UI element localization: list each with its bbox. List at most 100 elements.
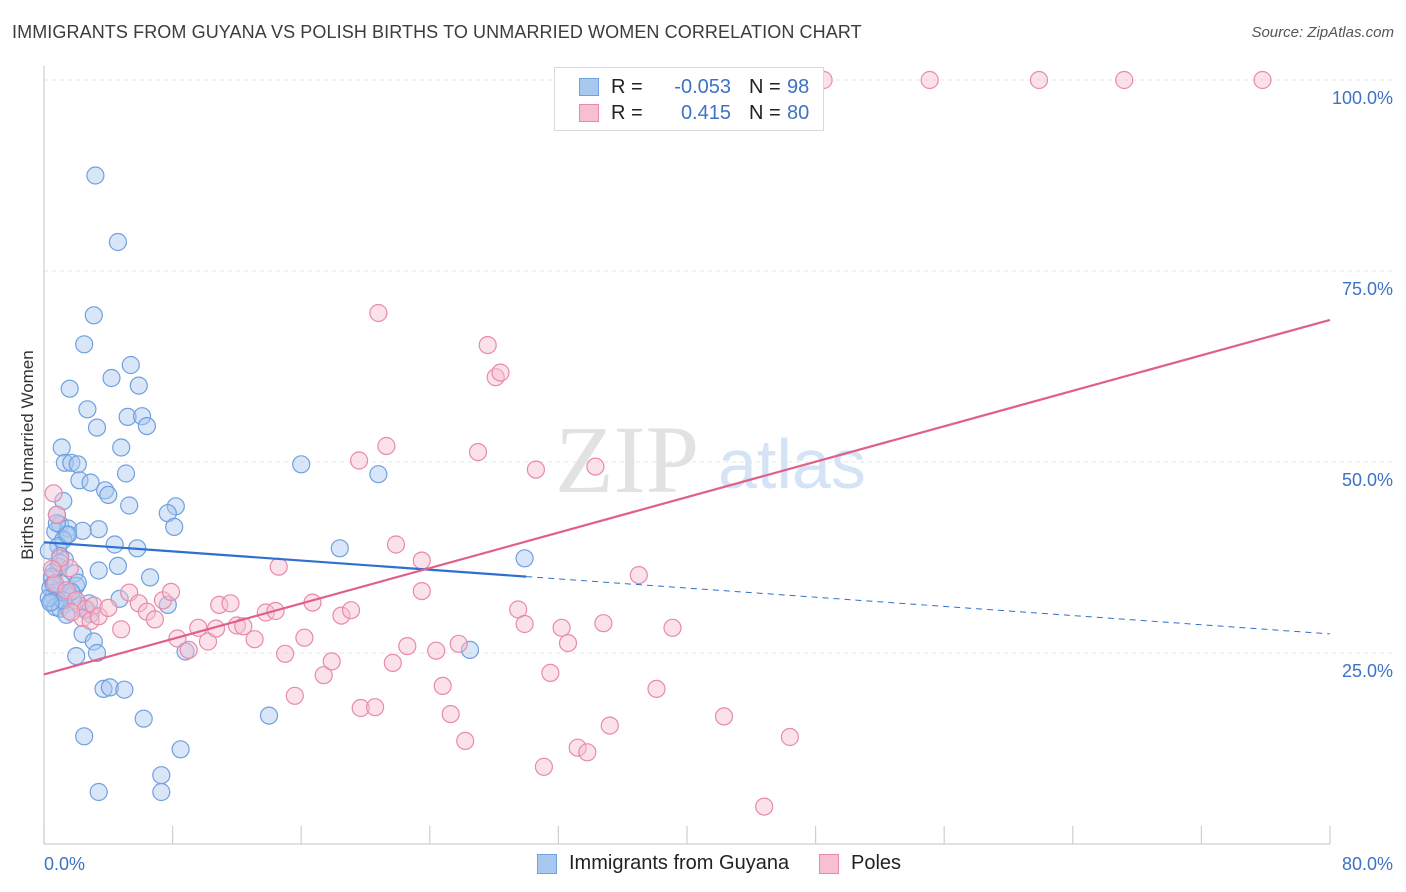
data-point	[377, 436, 396, 456]
data-point	[515, 614, 534, 634]
data-point	[89, 782, 108, 802]
data-points	[39, 70, 1272, 816]
trend-line-guyana	[43, 541, 527, 578]
data-point	[108, 556, 128, 576]
data-point	[145, 610, 164, 629]
data-point	[398, 636, 417, 656]
data-point	[341, 601, 361, 620]
data-point	[491, 363, 510, 382]
data-point	[210, 595, 229, 615]
data-point	[89, 520, 108, 539]
legend-swatch-poles	[579, 104, 599, 122]
correlation-legend: R = -0.053 N = 98 R = 0.415 N = 80	[554, 67, 824, 131]
legend-n-value: 98	[787, 75, 810, 98]
data-point	[75, 727, 94, 746]
data-point	[112, 438, 131, 457]
legend-n-value: 80	[787, 101, 810, 124]
source-credit: Source: ZipAtlas.com	[1251, 24, 1394, 41]
data-point	[99, 598, 118, 618]
data-point	[515, 549, 534, 568]
data-point	[105, 535, 124, 554]
legend-swatch-guyana	[537, 853, 557, 874]
data-point	[84, 596, 103, 615]
data-point	[137, 417, 156, 436]
data-point	[86, 166, 105, 185]
series-legend: Immigrants from Guyana Poles	[0, 852, 1406, 878]
data-point	[269, 557, 288, 576]
data-point	[456, 731, 475, 751]
data-point	[594, 614, 613, 633]
legend-label-poles: Poles	[851, 852, 902, 874]
data-point	[647, 679, 666, 699]
data-point	[70, 471, 89, 490]
legend-item-poles[interactable]: Poles	[819, 852, 901, 875]
y-tick-label: 50.0%	[1342, 470, 1393, 490]
legend-swatch-guyana	[579, 78, 599, 96]
legend-item-guyana[interactable]: Immigrants from Guyana	[537, 852, 789, 875]
legend-r-label: R =	[611, 101, 643, 124]
data-point	[84, 306, 103, 325]
data-point	[276, 644, 295, 663]
watermark-zip: ZIP	[555, 406, 699, 513]
data-point	[47, 505, 67, 524]
data-point	[330, 539, 349, 558]
data-point	[78, 400, 97, 419]
data-point	[332, 606, 351, 625]
data-point	[714, 707, 734, 726]
data-point	[600, 716, 619, 735]
data-point	[81, 473, 100, 492]
data-point	[89, 561, 108, 580]
data-point	[87, 418, 107, 437]
chart-title: IMMIGRANTS FROM GUYANA VS POLISH BIRTHS …	[12, 22, 862, 42]
legend-row-guyana: R = -0.053 N = 98	[579, 74, 809, 100]
data-point	[94, 679, 113, 699]
data-point	[57, 581, 76, 600]
data-point	[52, 438, 71, 457]
data-point	[468, 443, 488, 462]
data-point	[386, 535, 406, 554]
data-point	[42, 559, 62, 579]
data-point	[586, 457, 605, 476]
data-point	[60, 379, 79, 398]
data-point	[295, 628, 314, 647]
legend-r-value: 0.415	[680, 101, 731, 124]
trend-line-poles	[43, 318, 1331, 676]
data-point	[292, 455, 311, 474]
axes	[43, 66, 1331, 845]
data-point	[134, 709, 153, 728]
data-point	[141, 568, 160, 587]
data-point	[87, 643, 107, 663]
data-point	[383, 653, 402, 673]
data-point	[100, 678, 120, 697]
data-point	[350, 451, 369, 470]
data-point	[259, 706, 279, 725]
data-point	[67, 646, 86, 666]
x-tick-label: 80.0%	[1342, 854, 1393, 874]
axis-labels: 25.0% 50.0% 75.0% 100.0% 0.0% 80.0%	[44, 88, 1393, 874]
x-tick-label: 0.0%	[44, 854, 85, 874]
trend-line-extension-guyana	[526, 576, 1331, 635]
data-point	[68, 455, 87, 474]
data-point	[41, 593, 60, 612]
data-point	[920, 70, 939, 90]
data-point	[433, 676, 452, 696]
data-point	[75, 335, 94, 354]
data-point	[478, 336, 497, 355]
data-point	[44, 484, 63, 503]
data-point	[412, 551, 431, 570]
y-tick-label: 25.0%	[1342, 661, 1393, 681]
data-point	[369, 303, 388, 323]
data-point	[179, 640, 198, 660]
legend-r-label: R =	[611, 75, 643, 98]
data-point	[99, 485, 118, 504]
watermark-atlas: atlas	[718, 425, 866, 503]
legend-row-poles: R = 0.415 N = 80	[579, 100, 809, 126]
data-point	[84, 632, 103, 651]
y-tick-label: 75.0%	[1342, 279, 1393, 299]
data-point	[176, 642, 195, 661]
data-point	[526, 460, 546, 479]
data-point	[62, 453, 81, 472]
data-point	[322, 652, 341, 671]
legend-swatch-poles	[819, 853, 839, 874]
